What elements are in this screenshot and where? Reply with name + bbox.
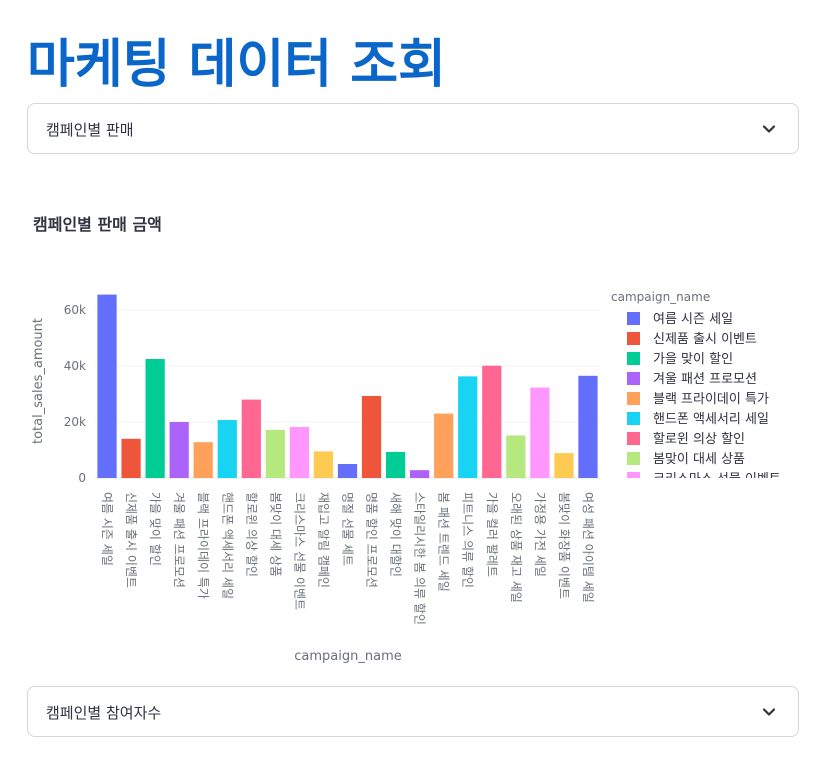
- legend-label: 블랙 프라이데이 특가: [653, 392, 769, 407]
- x-tick-label: 봄 패션 트렌드 세일: [437, 492, 451, 592]
- legend-swatch: [627, 332, 640, 345]
- legend-item[interactable]: 블랙 프라이데이 특가: [627, 392, 769, 407]
- campaign-view-select[interactable]: 캠페인별 판매: [27, 103, 799, 154]
- bars: [97, 294, 598, 478]
- bar[interactable]: [385, 451, 406, 478]
- chart-title: 캠페인별 판매 금액: [33, 215, 162, 234]
- bar[interactable]: [337, 464, 358, 478]
- bar[interactable]: [361, 395, 382, 478]
- bar[interactable]: [241, 399, 261, 478]
- legend-item[interactable]: 할로윈 의상 할인: [627, 432, 745, 447]
- bar[interactable]: [145, 359, 165, 478]
- chevron-down-icon: [762, 708, 776, 716]
- legend-swatch: [627, 392, 640, 405]
- bar[interactable]: [217, 420, 237, 478]
- x-tick-label: 재입고 알림 캠페인: [316, 492, 330, 588]
- chevron-down-icon: [762, 125, 776, 133]
- x-tick-label: 명절 선물 세트: [341, 492, 355, 566]
- y-tick-label: 60k: [64, 303, 86, 317]
- bar[interactable]: [506, 435, 526, 478]
- legend-item[interactable]: 크리스마스 선물 이벤트: [627, 472, 781, 487]
- select-value: 캠페인별 판매: [46, 121, 134, 139]
- select-value: 캠페인별 참여자수: [46, 704, 162, 722]
- bar[interactable]: [434, 413, 454, 478]
- legend-item[interactable]: 신제품 출시 이벤트: [627, 332, 757, 347]
- x-tick-label: 명품 할인 프로모션: [365, 492, 379, 588]
- legend-label: 겨울 패션 프로모션: [653, 372, 757, 387]
- x-tick-label: 블랙 프라이데이 특가: [196, 492, 210, 599]
- legend-label: 가을 맞이 할인: [653, 352, 733, 367]
- bar[interactable]: [265, 429, 285, 478]
- x-tick-label: 스타일리시한 봄 의류 할인: [413, 492, 427, 625]
- legend-item[interactable]: 봄맞이 대세 상품: [627, 452, 745, 467]
- legend-swatch: [627, 352, 640, 365]
- y-tick-label: 40k: [64, 359, 86, 373]
- x-axis-label: campaign_name: [294, 649, 401, 664]
- bar[interactable]: [169, 422, 189, 478]
- x-tick-label: 할로윈 의상 할인: [244, 492, 258, 577]
- bar[interactable]: [313, 451, 334, 478]
- participants-view-select[interactable]: 캠페인별 참여자수: [27, 686, 799, 737]
- y-tick-label: 0: [78, 471, 86, 485]
- legend-item[interactable]: 겨울 패션 프로모션: [627, 372, 757, 387]
- x-tick-label: 여름 시즌 세일: [100, 492, 114, 566]
- page-title: 마케팅 데이터 조회: [27, 35, 446, 95]
- legend-swatch: [627, 452, 640, 465]
- legend-label: 핸드폰 액세서리 세일: [653, 411, 769, 427]
- y-tick-labels: 0 20k 40k 60k: [64, 303, 86, 485]
- bar[interactable]: [530, 387, 550, 478]
- legend-swatch: [627, 312, 640, 325]
- x-tick-label: 겨울 패션 프로모션: [172, 492, 186, 588]
- x-tick-label: 가을 맞이 할인: [148, 492, 162, 566]
- x-tick-label: 봄맞이 대세 상품: [268, 492, 282, 577]
- bar[interactable]: [97, 294, 117, 478]
- legend-item[interactable]: 가을 맞이 할인: [627, 352, 733, 367]
- x-tick-label: 여성 패션 아이템 세일: [581, 492, 595, 603]
- x-tick-label: 크리스마스 선물 이벤트: [292, 492, 306, 610]
- bar[interactable]: [410, 470, 430, 478]
- legend-swatch: [627, 372, 640, 385]
- y-axis-label: total_sales_amount: [31, 318, 46, 444]
- legend-label: 여름 시즌 세일: [653, 312, 733, 327]
- legend-label: 봄맞이 대세 상품: [653, 452, 745, 467]
- legend-item[interactable]: 여름 시즌 세일: [627, 312, 733, 327]
- bar[interactable]: [482, 365, 502, 478]
- x-tick-label: 새해 맞이 대할인: [389, 492, 403, 577]
- legend-label: 신제품 출시 이벤트: [653, 332, 757, 347]
- y-tick-label: 20k: [64, 415, 86, 429]
- legend-label: 할로윈 의상 할인: [653, 432, 745, 447]
- bar[interactable]: [121, 438, 141, 478]
- x-tick-label: 피트니스 의류 할인: [461, 492, 475, 588]
- bar[interactable]: [458, 376, 478, 478]
- legend-item[interactable]: 핸드폰 액세서리 세일: [627, 411, 769, 427]
- bar[interactable]: [289, 427, 310, 478]
- bar[interactable]: [193, 442, 213, 478]
- x-tick-label: 가정용 가전 세일: [533, 492, 547, 577]
- legend-title: campaign_name: [611, 290, 710, 304]
- x-tick-label: 핸드폰 액세서리 세일: [220, 492, 235, 599]
- x-tick-label: 오래된 상품 재고 세일: [509, 492, 523, 603]
- bar[interactable]: [554, 453, 574, 478]
- bar[interactable]: [578, 375, 598, 478]
- legend-swatch: [627, 412, 640, 425]
- legend-label: 크리스마스 선물 이벤트: [653, 472, 781, 487]
- x-tick-label: 가을 컬러 팔레트: [485, 492, 499, 577]
- legend-swatch: [627, 472, 640, 478]
- x-tick-label: 봄맞이 화장품 이벤트: [557, 492, 571, 599]
- x-tick-labels: 여름 시즌 세일 신제품 출시 이벤트 가을 맞이 할인 겨울 패션 프로모션 블랙 프…: [100, 492, 595, 625]
- x-tick-label: 신제품 출시 이벤트: [124, 492, 138, 588]
- legend-swatch: [627, 432, 640, 445]
